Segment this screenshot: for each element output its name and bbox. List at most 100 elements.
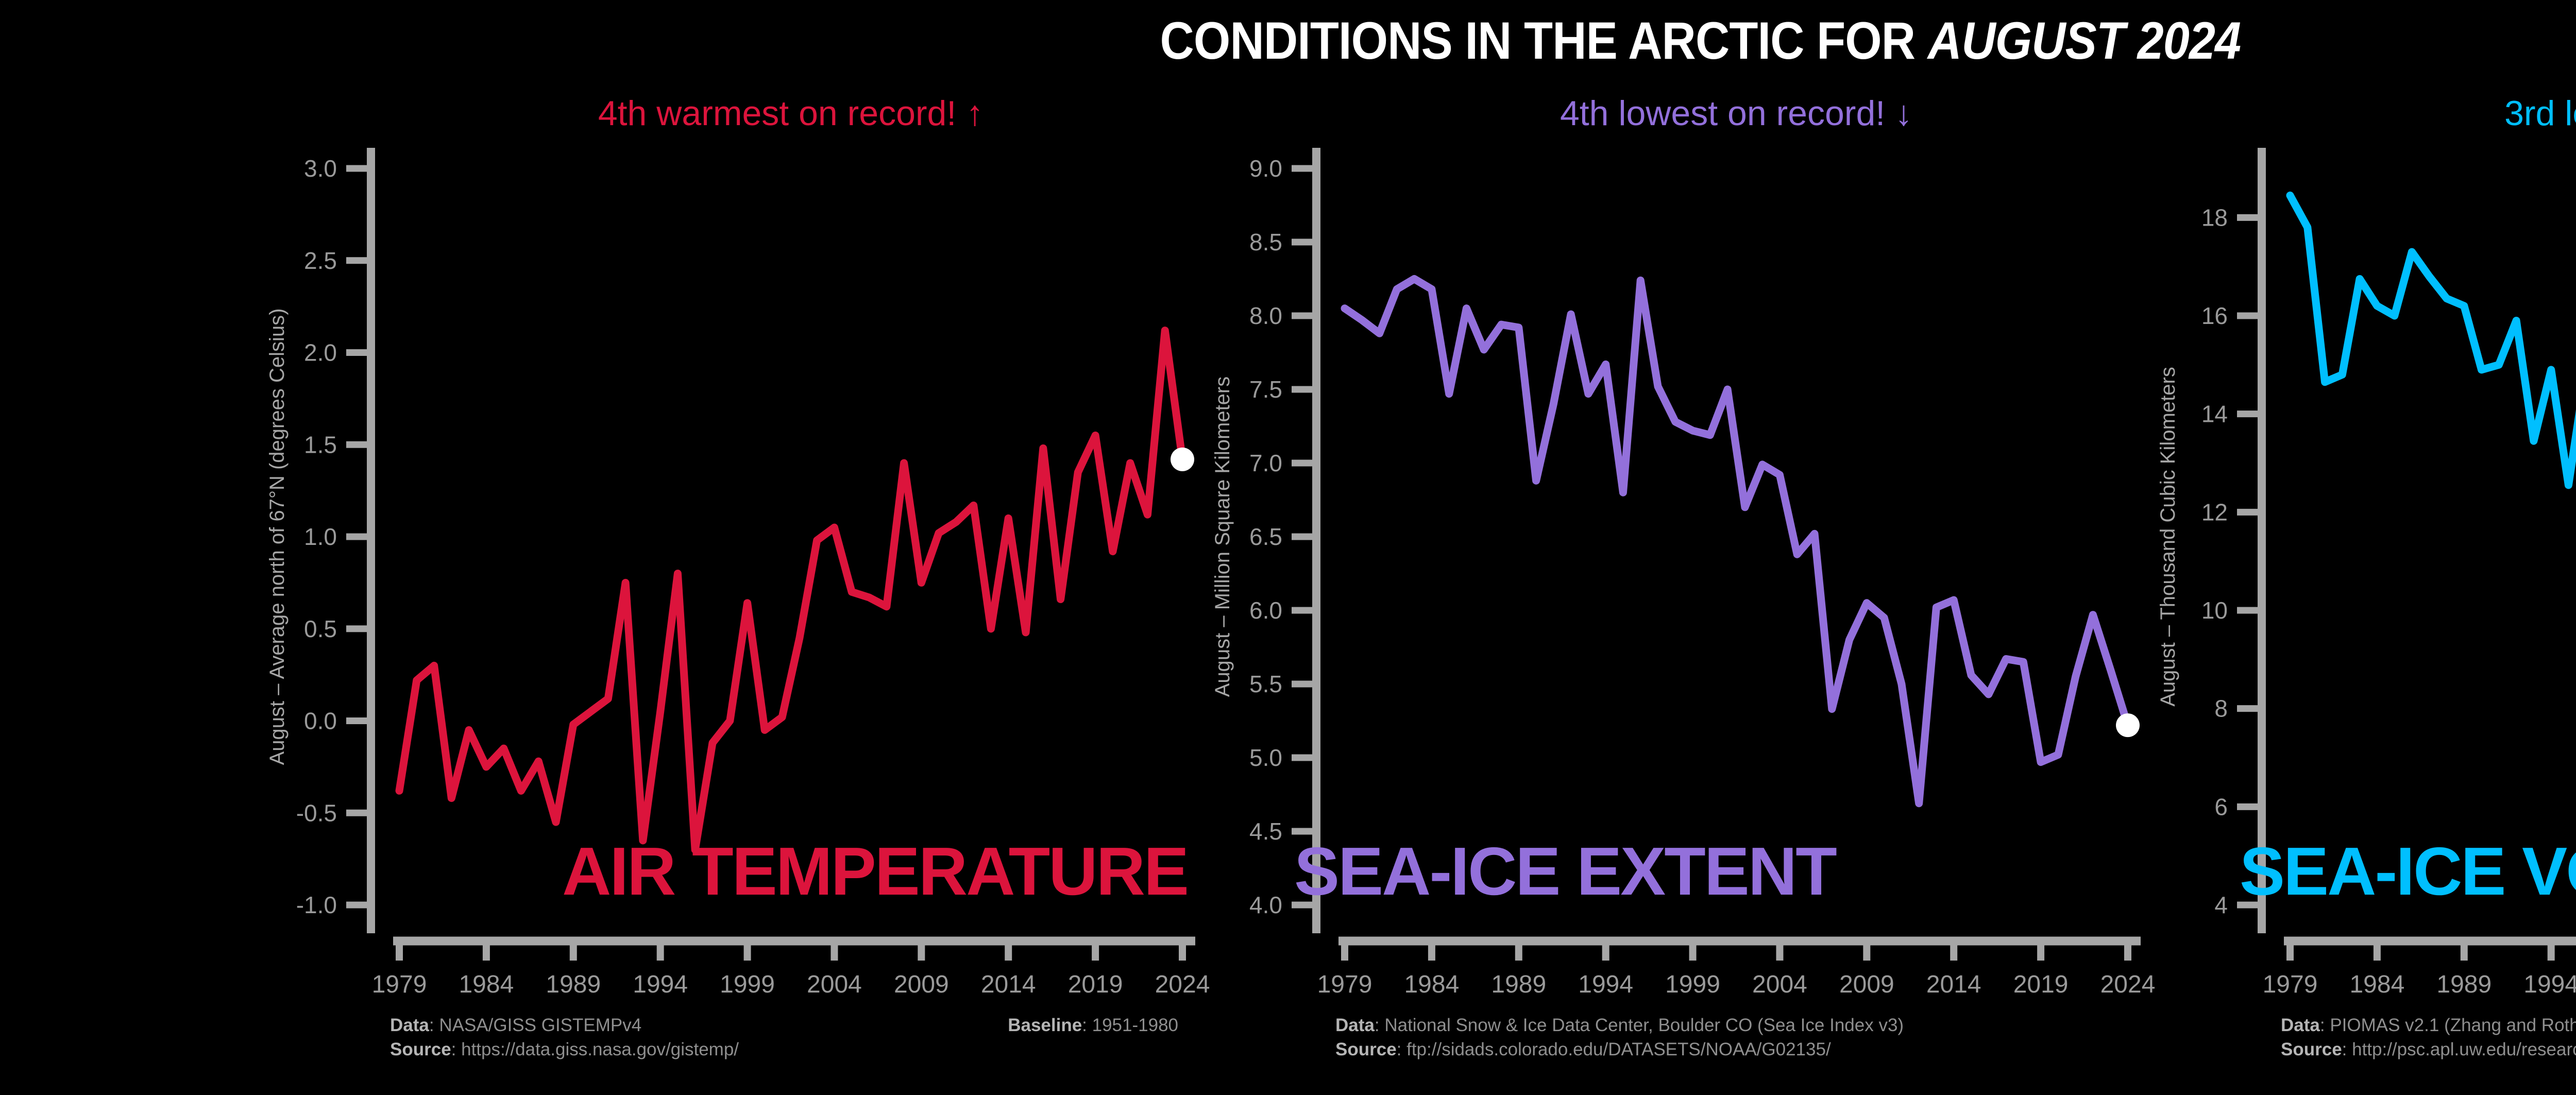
y-axis-tick-label: 0.5 bbox=[304, 615, 337, 642]
y-axis-tick-label: 8 bbox=[2214, 695, 2228, 722]
y-axis-tick-label: 2.0 bbox=[304, 339, 337, 366]
footer-source-line: Source: https://data.giss.nasa.gov/giste… bbox=[390, 1037, 1194, 1062]
x-axis-tick-label: 2014 bbox=[981, 971, 1036, 998]
panel-sea-ice-volume: 3rd lowest on record! ↓ 18 16 14 12 10 8 6 4 Aug… bbox=[2151, 71, 2576, 1062]
footer-baseline: Baseline: 1951-1980 bbox=[1008, 1013, 1178, 1037]
y-axis-tick-label: 16 bbox=[2201, 302, 2228, 329]
x-axis-tick-label: 1979 bbox=[1317, 971, 1372, 998]
y-axis-tick-label: 6 bbox=[2214, 793, 2228, 820]
y-axis-tick-label: 5.5 bbox=[1249, 671, 1282, 697]
footer-temperature: Data: NASA/GISS GISTEMPv4 Source: https:… bbox=[390, 1013, 1194, 1062]
footer-source-label: Source bbox=[390, 1039, 451, 1060]
panel-air-temperature: 4th warmest on record! ↑ 3.0 2.5 2.0 1.5 1.0… bbox=[260, 71, 1210, 1062]
y-axis-tick-label: 4 bbox=[2214, 892, 2228, 918]
header: CONDITIONS IN THE ARCTIC FOR AUGUST 2024 bbox=[0, 13, 2576, 69]
chart-name: SEA-ICE EXTENT bbox=[1294, 833, 1837, 909]
footer-data-label: Data bbox=[1335, 1015, 1375, 1036]
record-annotation-volume: 3rd lowest on record! ↓ bbox=[2504, 94, 2576, 133]
footer-source-value: : http://psc.apl.uw.edu/research/project… bbox=[2342, 1039, 2576, 1060]
x-axis-tick-label: 1994 bbox=[1578, 971, 1633, 998]
y-axis-tick-label: 7.0 bbox=[1249, 450, 1282, 476]
footer-source-line: Source: ftp://sidads.colorado.edu/DATASE… bbox=[1335, 1037, 2139, 1062]
y-axis-label: August – Average north of 67°N (degrees … bbox=[266, 309, 289, 765]
panel-sea-ice-extent: 4th lowest on record! ↓ 9.0 8.5 8.0 7.5 7.0 6… bbox=[1206, 71, 2155, 1062]
x-axis-tick-label: 2024 bbox=[2100, 971, 2156, 998]
y-axis-tick-label: 14 bbox=[2201, 401, 2228, 427]
y-axis-tick-label: 9.0 bbox=[1249, 155, 1282, 182]
arctic-conditions-dashboard: { "title": {"prefix": "CONDITIONS IN THE… bbox=[0, 13, 2576, 1095]
x-axis-tick-label: 2019 bbox=[2013, 971, 2069, 998]
chart-name: AIR TEMPERATURE bbox=[562, 833, 1188, 909]
footer-data-label: Data bbox=[2281, 1015, 2320, 1036]
record-annotation-extent: 4th lowest on record! ↓ bbox=[1560, 94, 1913, 133]
x-axis-tick-label: 2009 bbox=[894, 971, 949, 998]
footer-volume: Data: PIOMAS v2.1 (Zhang and Rothrock, 2… bbox=[2281, 1013, 2576, 1062]
y-axis-tick-label: 10 bbox=[2201, 597, 2228, 624]
footer-source-label: Source bbox=[2281, 1039, 2342, 1060]
latest-point-marker bbox=[2116, 713, 2140, 738]
data-line bbox=[395, 327, 1187, 854]
y-axis-tick-label: -0.5 bbox=[296, 799, 337, 826]
footer-source-value: : https://data.giss.nasa.gov/gistemp/ bbox=[451, 1039, 739, 1060]
y-axis-tick-label: 4.0 bbox=[1249, 892, 1282, 918]
y-axis-tick-label: 18 bbox=[2201, 204, 2228, 231]
latest-point-marker bbox=[1171, 447, 1194, 471]
y-axis-tick-label: 8.5 bbox=[1249, 229, 1282, 255]
y-axis-tick-label: 12 bbox=[2201, 499, 2228, 525]
x-axis-tick-label: 2024 bbox=[1155, 971, 1210, 998]
chart-name: SEA-ICE VOLUME bbox=[2240, 833, 2576, 909]
y-axis-label: August – Thousand Cubic Kilometers bbox=[2157, 367, 2179, 707]
x-axis-tick-label: 1999 bbox=[720, 971, 775, 998]
footer-data-value: : National Snow & Ice Data Center, Bould… bbox=[1374, 1015, 1904, 1036]
page-title-text: CONDITIONS IN THE ARCTIC FOR bbox=[1160, 11, 1928, 70]
y-axis-tick-label: 3.0 bbox=[304, 155, 337, 182]
y-axis-tick-label: 7.5 bbox=[1249, 376, 1282, 403]
y-axis-tick-label: 6.0 bbox=[1249, 597, 1282, 624]
y-axis-tick-label: 5.0 bbox=[1249, 744, 1282, 771]
y-axis-label: August – Million Square Kilometers bbox=[1211, 377, 1234, 697]
x-axis-tick-label: 1994 bbox=[2523, 971, 2576, 998]
charts-row: 4th warmest on record! ↑ 3.0 2.5 2.0 1.5 1.0… bbox=[0, 71, 2576, 1062]
y-axis-tick-label: 0.0 bbox=[304, 708, 337, 734]
y-axis-tick-label: -1.0 bbox=[296, 892, 337, 918]
x-axis-tick-label: 2004 bbox=[807, 971, 862, 998]
footer-data-label: Data bbox=[390, 1015, 429, 1036]
x-axis-tick-label: 1979 bbox=[2263, 971, 2318, 998]
page-title-month: AUGUST 2024 bbox=[1927, 11, 2241, 70]
x-axis-tick-label: 1984 bbox=[459, 971, 514, 998]
x-axis-tick-label: 1989 bbox=[2436, 971, 2492, 998]
x-axis-tick-label: 1999 bbox=[1665, 971, 1720, 998]
x-axis-tick-label: 1994 bbox=[633, 971, 688, 998]
footer-data-value: : NASA/GISS GISTEMPv4 bbox=[429, 1015, 642, 1036]
footer-source-value: : ftp://sidads.colorado.edu/DATASETS/NOA… bbox=[1396, 1039, 1831, 1060]
y-axis-tick-label: 1.0 bbox=[304, 523, 337, 550]
data-line bbox=[1341, 275, 2132, 808]
y-axis-tick-label: 8.0 bbox=[1249, 302, 1282, 329]
footer-baseline-value: : 1951-1980 bbox=[1082, 1015, 1178, 1036]
footer-data-line: Data: National Snow & Ice Data Center, B… bbox=[1335, 1013, 2139, 1037]
y-axis-tick-label: 4.5 bbox=[1249, 818, 1282, 845]
footer-extent: Data: National Snow & Ice Data Center, B… bbox=[1335, 1013, 2139, 1062]
x-axis-tick-label: 1979 bbox=[372, 971, 427, 998]
page-title: CONDITIONS IN THE ARCTIC FOR AUGUST 2024 bbox=[0, 13, 2576, 69]
air-temperature-chart: 3.0 2.5 2.0 1.5 1.0 0.5 0.0 -0.5 -1.0 August – Av… bbox=[266, 148, 1210, 998]
x-axis-tick-label: 2019 bbox=[1068, 971, 1123, 998]
footer-baseline-label: Baseline bbox=[1008, 1015, 1082, 1036]
footer-data-line: Data: PIOMAS v2.1 (Zhang and Rothrock, 2… bbox=[2281, 1013, 2576, 1037]
data-line bbox=[2286, 191, 2576, 489]
sea-ice-volume-chart: 18 16 14 12 10 8 6 4 August – Thousand Cubic Kil… bbox=[2157, 148, 2576, 998]
x-axis-tick-label: 1984 bbox=[1404, 971, 1459, 998]
footer-source-label: Source bbox=[1335, 1039, 1397, 1060]
x-axis-tick-label: 2009 bbox=[1839, 971, 1894, 998]
y-axis-tick-label: 1.5 bbox=[304, 431, 337, 458]
y-axis-tick-label: 6.5 bbox=[1249, 523, 1282, 550]
footer-data-line: Data: NASA/GISS GISTEMPv4 bbox=[390, 1013, 1194, 1037]
footer-data-value: : PIOMAS v2.1 (Zhang and Rothrock, 2003;… bbox=[2319, 1015, 2576, 1036]
x-axis-tick-label: 1989 bbox=[1491, 971, 1546, 998]
footer-source-line: Source: http://psc.apl.uw.edu/research/p… bbox=[2281, 1037, 2576, 1062]
x-axis-tick-label: 2014 bbox=[1926, 971, 1981, 998]
x-axis-tick-label: 1984 bbox=[2349, 971, 2404, 998]
x-axis-tick-label: 1989 bbox=[546, 971, 601, 998]
sea-ice-extent-chart: 9.0 8.5 8.0 7.5 7.0 6.5 6.0 5.5 5.0 4.5 4.0 August … bbox=[1211, 148, 2155, 998]
record-annotation-temperature: 4th warmest on record! ↑ bbox=[598, 94, 984, 133]
